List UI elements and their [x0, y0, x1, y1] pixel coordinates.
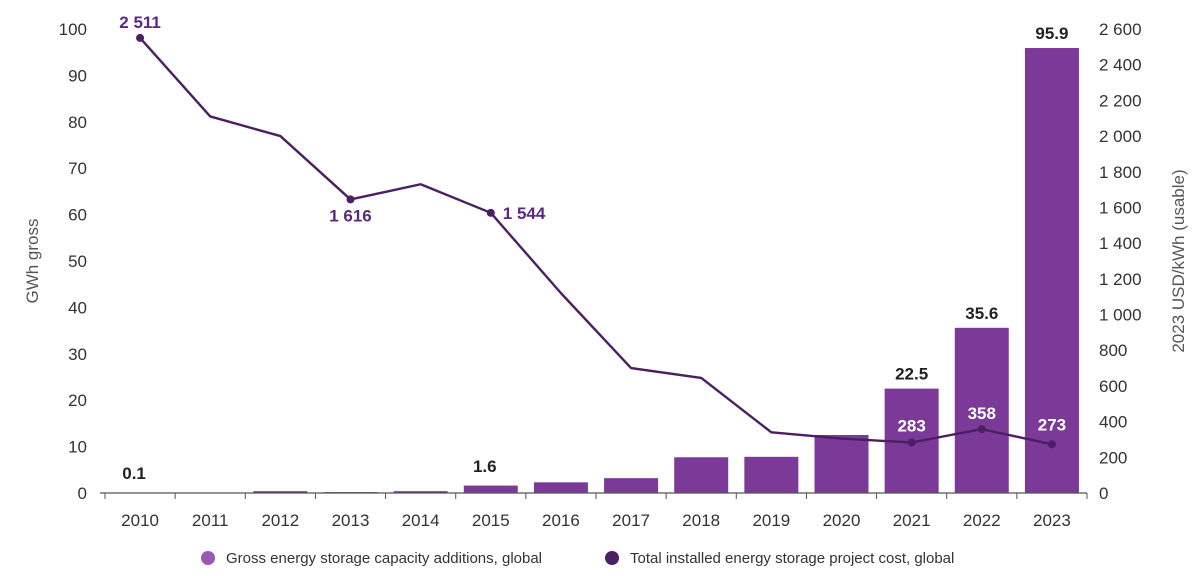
right-tick-label: 1 800	[1099, 163, 1142, 182]
x-tick-label: 2021	[893, 511, 931, 530]
x-tick-label: 2010	[121, 511, 159, 530]
x-tick-label: 2016	[542, 511, 580, 530]
x-tick-label: 2023	[1033, 511, 1071, 530]
left-tick-label: 0	[78, 484, 87, 503]
cost-marker-2015	[486, 208, 495, 217]
x-tick-label: 2022	[963, 511, 1001, 530]
cost-value-label: 1 616	[329, 206, 372, 225]
cost-marker-2013	[346, 195, 355, 204]
bar-2017	[604, 478, 659, 493]
right-tick-label: 800	[1099, 341, 1127, 360]
bar-2022	[954, 327, 1009, 493]
left-tick-label: 10	[68, 438, 87, 457]
left-tick-label: 90	[68, 66, 87, 85]
cost-marker-2010	[136, 33, 145, 42]
cost-value-label: 358	[968, 404, 996, 423]
cost-marker-2023	[1047, 440, 1056, 449]
left-tick-label: 70	[68, 159, 87, 178]
left-axis-title: GWh gross	[23, 218, 42, 303]
bar-value-label: 0.1	[122, 464, 146, 483]
legend-swatch-capacity	[201, 551, 215, 565]
cost-value-label: 273	[1038, 415, 1066, 434]
x-tick-label: 2012	[261, 511, 299, 530]
right-tick-label: 600	[1099, 377, 1127, 396]
x-tick-label: 2013	[332, 511, 370, 530]
bar-value-label: 1.6	[473, 457, 497, 476]
left-tick-label: 20	[68, 391, 87, 410]
right-tick-label: 2 200	[1099, 91, 1142, 110]
right-tick-label: 400	[1099, 413, 1127, 432]
left-tick-label: 50	[68, 252, 87, 271]
right-tick-label: 1 000	[1099, 306, 1142, 325]
bar-2014	[393, 491, 448, 493]
cost-value-label: 283	[897, 416, 925, 435]
x-tick-label: 2014	[402, 511, 440, 530]
cost-marker-2021	[907, 438, 916, 447]
x-tick-label: 2015	[472, 511, 510, 530]
left-tick-label: 30	[68, 345, 87, 364]
bar-2018	[674, 457, 729, 493]
right-tick-label: 1 400	[1099, 234, 1142, 253]
bar-value-label: 22.5	[895, 365, 928, 384]
left-tick-label: 40	[68, 298, 87, 317]
cost-value-label: 2 511	[119, 13, 161, 32]
x-tick-label: 2017	[612, 511, 650, 530]
right-tick-label: 1 200	[1099, 270, 1142, 289]
right-axis-title: 2023 USD/kWh (usable)	[1169, 169, 1188, 352]
right-tick-label: 1 600	[1099, 198, 1142, 217]
bar-2012	[253, 491, 308, 493]
right-tick-label: 0	[1099, 484, 1108, 503]
bar-2015	[463, 485, 518, 493]
x-tick-label: 2019	[752, 511, 790, 530]
right-tick-label: 2 600	[1099, 20, 1142, 39]
cost-line	[139, 37, 1053, 446]
left-tick-label: 100	[59, 20, 87, 39]
cost-value-label: 1 544	[503, 204, 546, 223]
left-tick-label: 80	[68, 113, 87, 132]
x-tick-label: 2020	[823, 511, 861, 530]
x-tick-label: 2011	[192, 511, 229, 530]
bar-2016	[533, 482, 588, 493]
cost-marker-2022	[977, 425, 986, 434]
legend-label-cost: Total installed energy storage project c…	[630, 550, 954, 567]
left-tick-label: 60	[68, 206, 87, 225]
legend-label-capacity: Gross energy storage capacity additions,…	[226, 550, 542, 567]
legend-swatch-cost	[605, 551, 619, 565]
bar-2020	[814, 435, 869, 493]
right-tick-label: 2 000	[1099, 127, 1142, 146]
x-tick-label: 2018	[682, 511, 720, 530]
bar-value-label: 35.6	[965, 304, 998, 323]
bar-2023	[1024, 48, 1079, 494]
right-tick-label: 2 400	[1099, 56, 1142, 75]
bar-value-label: 95.9	[1035, 24, 1068, 43]
right-tick-label: 200	[1099, 448, 1127, 467]
bar-2019	[744, 456, 799, 493]
